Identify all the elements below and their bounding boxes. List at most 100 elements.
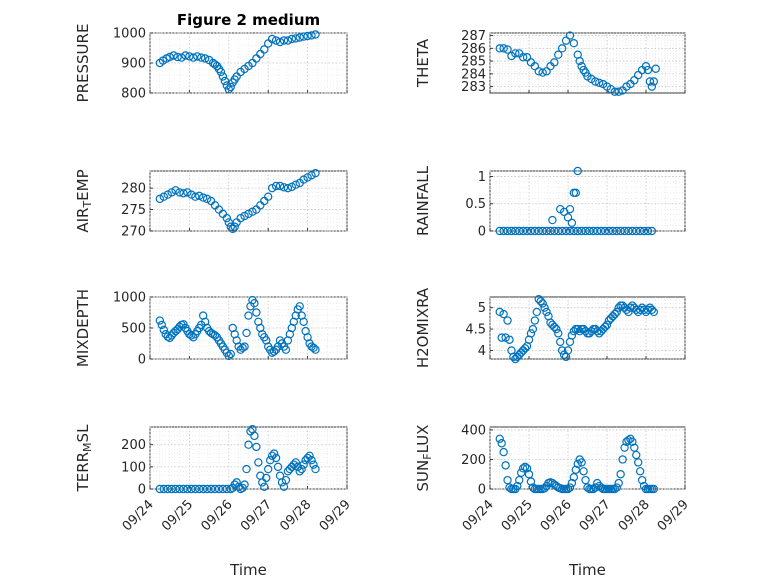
data-point (540, 484, 549, 493)
y-tick-label: 1000 (113, 291, 146, 306)
data-point (573, 459, 582, 469)
data-point (167, 188, 176, 197)
y-tick-label: 500 (121, 322, 146, 337)
data-point (577, 458, 586, 467)
data-point (591, 483, 600, 492)
data-point (218, 72, 228, 81)
data-point (202, 194, 212, 204)
data-point (183, 188, 192, 197)
data-point (303, 173, 312, 182)
data-point (503, 475, 512, 485)
data-point (628, 226, 637, 236)
data-point (299, 460, 308, 469)
y-tick-label: 900 (121, 57, 146, 72)
data-point (616, 470, 625, 479)
data-point (283, 183, 293, 193)
data-point (565, 31, 575, 40)
data-point (240, 480, 249, 489)
data-point (518, 464, 528, 473)
data-point (567, 218, 577, 228)
data-point (517, 468, 526, 477)
data-point (159, 325, 168, 335)
y-tick-label: 1 (478, 170, 486, 185)
data-point (195, 484, 204, 494)
data-point (189, 53, 198, 62)
data-point (175, 484, 184, 494)
data-point (626, 303, 635, 312)
data-point (513, 481, 522, 491)
y-axis-label: MIXDEPTH (74, 289, 92, 367)
data-point (569, 39, 579, 48)
data-point (536, 297, 545, 306)
data-point (503, 316, 512, 325)
data-point (505, 335, 514, 344)
data-point (159, 192, 168, 201)
data-point (240, 342, 249, 351)
data-point (295, 302, 304, 311)
data-point (497, 439, 506, 448)
data-point (610, 484, 620, 494)
y-tick-label: 0 (138, 483, 146, 498)
data-point (563, 484, 573, 494)
data-point (224, 218, 233, 227)
data-point (610, 87, 620, 96)
data-point (528, 483, 538, 492)
data-point (567, 331, 577, 340)
data-point (226, 349, 235, 359)
y-tick-label: 270 (121, 225, 146, 240)
y-tick-label: 280 (121, 182, 146, 197)
data-point (501, 461, 510, 470)
y-tick-label: 100 (121, 460, 146, 475)
data-point (532, 307, 542, 317)
data-point (281, 475, 291, 485)
data-point (155, 194, 165, 204)
data-point (643, 65, 653, 75)
x-axis-label: Time (568, 561, 606, 579)
data-point (596, 483, 606, 492)
data-point (230, 222, 239, 231)
data-point (236, 213, 245, 223)
data-point (299, 32, 308, 41)
data-point (556, 337, 565, 347)
data-point (612, 483, 621, 492)
data-point (299, 317, 308, 326)
data-point (554, 329, 563, 338)
data-point (273, 462, 283, 472)
data-point (250, 299, 259, 308)
data-point (238, 343, 247, 353)
data-point (520, 462, 530, 472)
y-tick-label: 0 (478, 225, 486, 240)
data-point (630, 443, 639, 452)
data-point (155, 484, 165, 494)
data-point (614, 87, 623, 96)
data-point (220, 76, 230, 86)
data-point (624, 307, 633, 317)
data-point (222, 484, 232, 494)
y-tick-label: 287 (461, 29, 486, 44)
data-point (608, 226, 618, 236)
data-point (571, 465, 581, 475)
data-point (198, 484, 208, 494)
data-point (499, 226, 508, 236)
data-point (177, 53, 186, 62)
data-point (187, 190, 196, 199)
data-point (311, 464, 320, 474)
subplot-mixdepth: 0 500 1000 MIXDEPTH (74, 289, 348, 368)
data-point (311, 168, 320, 178)
data-point (224, 85, 233, 94)
data-point (567, 478, 577, 488)
data-point (206, 484, 216, 494)
data-point (187, 484, 196, 494)
y-tick-label: 200 (461, 453, 486, 468)
subplot-pressure: 800 900 1000 PRESSURE (74, 24, 348, 102)
data-point (242, 328, 251, 338)
data-point (614, 478, 623, 488)
data-point (649, 307, 659, 317)
data-point (307, 171, 316, 180)
data-point (244, 311, 253, 320)
data-point (232, 478, 241, 487)
data-point (647, 82, 657, 91)
data-point (511, 226, 520, 236)
data-point (163, 332, 172, 341)
